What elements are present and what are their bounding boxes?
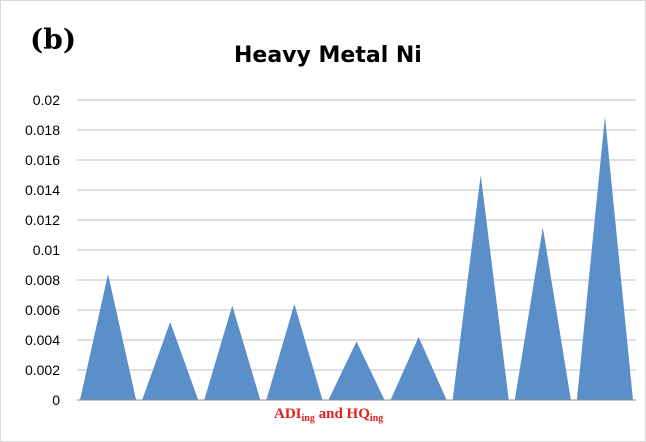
data-series (80, 116, 633, 400)
panel-label: (b) (30, 23, 77, 56)
data-peak (452, 175, 509, 400)
data-peak (142, 322, 199, 400)
y-tick-labels: 0 0.002 0.004 0.006 0.008 0.01 0.012 0.014 0.016… (25, 92, 60, 408)
data-peak (328, 341, 385, 400)
data-peak (204, 305, 261, 400)
y-tick-label: 0.016 (25, 152, 60, 168)
data-peak (514, 227, 571, 400)
x-axis-label-part-2: and HQ (314, 406, 370, 422)
data-peak (80, 274, 137, 400)
y-tick-label: 0.002 (25, 362, 60, 378)
y-tick-label: 0.018 (25, 122, 60, 138)
y-tick-label: 0.006 (25, 302, 60, 318)
x-axis-label-part-1: ADI (274, 406, 302, 422)
x-axis-label: ADIing and HQing (274, 406, 383, 424)
chart-title: Heavy Metal Ni (234, 43, 422, 68)
y-tick-label: 0.02 (33, 92, 60, 108)
y-tick-label: 0.004 (25, 332, 60, 348)
y-tick-label: 0 (52, 392, 60, 408)
x-axis-label-sub-2: ing (369, 413, 384, 424)
data-peak (576, 116, 633, 400)
y-tick-label: 0.012 (25, 212, 60, 228)
y-tick-label: 0.01 (33, 242, 60, 258)
y-tick-label: 0.008 (25, 272, 60, 288)
x-axis-label-sub-1: ing (301, 413, 315, 424)
y-tick-label: 0.014 (25, 182, 60, 198)
data-peak (266, 304, 323, 400)
data-peak (390, 337, 447, 400)
